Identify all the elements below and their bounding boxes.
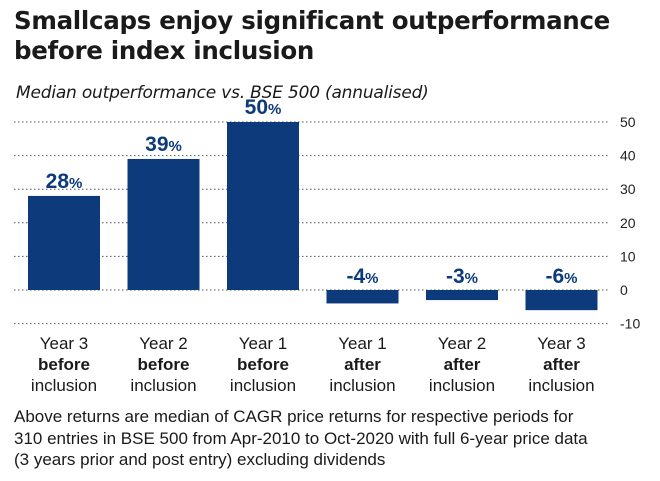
data-label-unit: % bbox=[365, 270, 378, 287]
x-tick-label: Year 2 bbox=[438, 334, 487, 353]
footnote: Above returns are median of CAGR price r… bbox=[14, 406, 654, 471]
data-label: -6% bbox=[545, 265, 577, 288]
data-label-value: -3 bbox=[446, 265, 465, 288]
data-label-unit: % bbox=[69, 175, 82, 192]
x-tick-label: inclusion bbox=[230, 376, 296, 395]
data-label: 28% bbox=[46, 170, 83, 193]
x-tick-label: inclusion bbox=[31, 376, 97, 395]
chart-title-line-2: before index inclusion bbox=[14, 36, 315, 65]
data-label: 39% bbox=[145, 133, 182, 156]
data-label: -3% bbox=[446, 265, 478, 288]
data-label: -4% bbox=[346, 265, 378, 288]
chart-subtitle: Median outperformance vs. BSE 500 (annua… bbox=[16, 83, 429, 103]
data-label-unit: % bbox=[169, 138, 182, 155]
x-tick-label: after bbox=[444, 355, 481, 374]
x-tick-label: after bbox=[543, 355, 580, 374]
data-label: 50% bbox=[245, 96, 282, 119]
y-tick-label: 0 bbox=[620, 282, 628, 298]
x-tick-label: before bbox=[138, 355, 190, 374]
bar bbox=[28, 195, 100, 290]
x-tick-label: inclusion bbox=[329, 376, 395, 395]
y-tick-label: 10 bbox=[620, 248, 636, 264]
y-tick-label: 30 bbox=[620, 181, 636, 197]
bar bbox=[525, 290, 598, 311]
bar bbox=[426, 290, 498, 301]
chart-title: Smallcaps enjoy significant outperforman… bbox=[14, 6, 644, 66]
x-tick-label: Year 3 bbox=[40, 334, 89, 353]
x-tick-label: inclusion bbox=[429, 376, 495, 395]
data-label-unit: % bbox=[268, 101, 281, 118]
data-label-value: -6 bbox=[545, 265, 564, 288]
y-tick-label: -10 bbox=[620, 316, 640, 332]
chart-title-line-1: Smallcaps enjoy significant outperforman… bbox=[14, 6, 610, 35]
y-tick-label: 20 bbox=[620, 215, 636, 231]
x-tick-label: inclusion bbox=[528, 376, 594, 395]
data-label-unit: % bbox=[564, 270, 577, 287]
data-label-value: -4 bbox=[346, 265, 365, 288]
bar bbox=[326, 290, 399, 304]
data-label-value: 28 bbox=[46, 170, 70, 193]
data-label-unit: % bbox=[465, 270, 478, 287]
x-tick-label: Year 1 bbox=[338, 334, 387, 353]
y-tick-label: 50 bbox=[620, 114, 636, 130]
x-tick-label: Year 3 bbox=[537, 334, 586, 353]
bar bbox=[227, 122, 299, 290]
x-tick-label: after bbox=[344, 355, 381, 374]
x-tick-label: inclusion bbox=[130, 376, 196, 395]
bar bbox=[127, 158, 200, 290]
bar-chart: 50 40 30 20 10 0 -10 28% Year 3 before inclusion 39… bbox=[14, 96, 640, 395]
data-label-value: 50 bbox=[245, 96, 268, 119]
x-tick-label: before bbox=[38, 355, 90, 374]
x-tick-label: Year 2 bbox=[139, 334, 188, 353]
footnote-line-2: 310 entries in BSE 500 from Apr-2010 to … bbox=[14, 428, 588, 448]
footnote-line-3: (3 years prior and post entry) excluding… bbox=[14, 450, 386, 469]
y-tick-label: 40 bbox=[620, 148, 636, 164]
data-label-value: 39 bbox=[145, 133, 168, 156]
x-tick-label: before bbox=[237, 355, 289, 374]
x-tick-label: Year 1 bbox=[239, 334, 288, 353]
footnote-line-1: Above returns are median of CAGR price r… bbox=[14, 407, 574, 426]
